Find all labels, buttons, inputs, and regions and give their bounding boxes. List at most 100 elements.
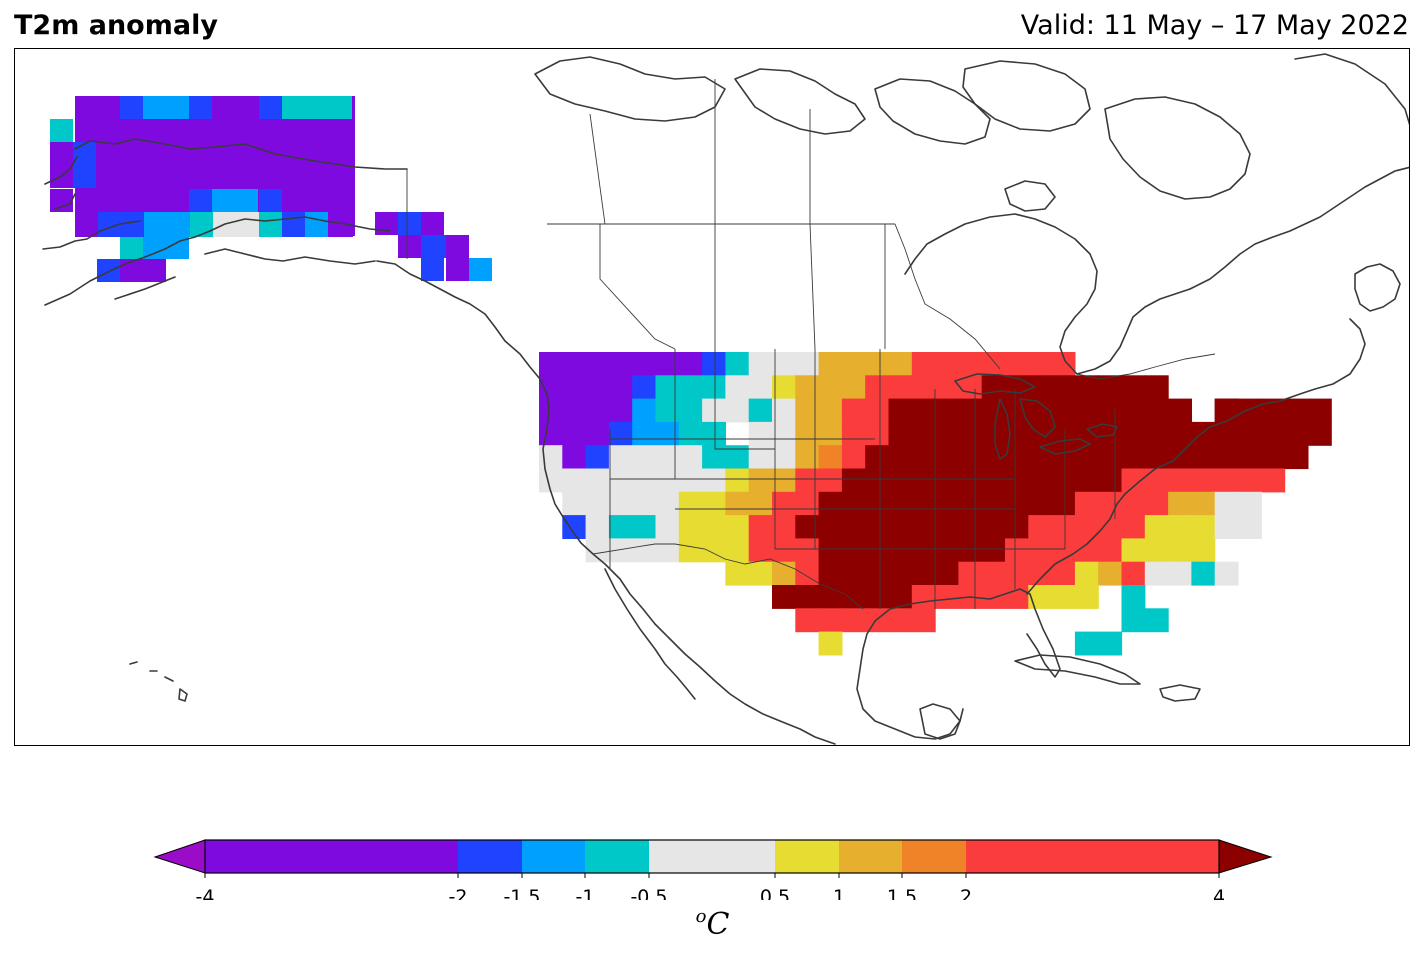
anomaly-cell [1214, 468, 1239, 493]
coastline-alaska-panhandle [376, 260, 548, 395]
anomaly-cell [702, 491, 726, 516]
coastline-southampton [1004, 180, 1056, 212]
anomaly-cell [1121, 608, 1146, 633]
anomaly-cell [725, 398, 750, 423]
anomaly-cell [702, 398, 726, 423]
lake-superior [954, 373, 1036, 395]
anomaly-cell [632, 421, 657, 446]
anomaly-cell [748, 445, 773, 470]
anomaly-cell [841, 515, 866, 539]
anomaly-cell [795, 608, 820, 633]
anomaly-cell [608, 375, 633, 400]
lake-huron [1019, 398, 1056, 438]
anomaly-cell [655, 398, 680, 423]
coastline-hispaniola [1159, 684, 1201, 702]
anomaly-cell [678, 538, 703, 563]
anomaly-cell [562, 515, 587, 539]
anomaly-cell [1191, 491, 1216, 516]
anomaly-cell [1191, 421, 1216, 446]
anomaly-cell [608, 421, 633, 446]
anomaly-cell [981, 561, 1006, 586]
anomaly-cell [259, 96, 282, 119]
colorbar-bin [775, 840, 839, 873]
anomaly-cell [189, 189, 212, 212]
anomaly-cell [678, 445, 703, 470]
anomaly-cell [1144, 398, 1169, 423]
anomaly-cell [888, 398, 913, 423]
anomaly-cell [375, 212, 398, 235]
anomaly-cell [469, 258, 492, 281]
anomaly-cell [678, 421, 703, 446]
anomaly-cell [562, 352, 587, 376]
anomaly-cell [935, 445, 959, 470]
anomaly-cell [1051, 491, 1076, 516]
anomaly-cell [608, 515, 633, 539]
anomaly-cell [865, 421, 890, 446]
anomaly-cell [655, 468, 680, 493]
colorbar-tick-label: 2 [960, 886, 972, 900]
anomaly-cell [818, 608, 843, 633]
coastline-west-us [542, 393, 836, 745]
coastline-hawaii [129, 661, 188, 702]
colorbar-tick-label: -2 [449, 886, 468, 900]
anomaly-cell [421, 235, 446, 258]
anomaly-cell [748, 491, 773, 516]
anomaly-cell [935, 561, 959, 586]
anomaly-cell [1168, 515, 1192, 539]
anomaly-cell [282, 212, 305, 237]
anomaly-cell [1005, 421, 1029, 446]
anomaly-cell [1121, 515, 1146, 539]
anomaly-cell [911, 491, 936, 516]
anomaly-cell [1238, 398, 1262, 423]
colorbar-tick-label: -1 [576, 886, 595, 900]
anomaly-cell [911, 421, 936, 446]
anomaly-cell [795, 491, 820, 516]
anomaly-cell [865, 538, 890, 563]
anomaly-cell [888, 375, 913, 400]
anomaly-cell [655, 352, 680, 376]
anomaly-cell [795, 352, 820, 376]
anomaly-cell [748, 561, 773, 586]
anomaly-cell [446, 235, 469, 258]
anomaly-cell [772, 445, 796, 470]
anomaly-cell [911, 515, 936, 539]
anomaly-cell [795, 561, 820, 586]
anomaly-cell [655, 515, 680, 539]
anomaly-cell [1191, 561, 1216, 586]
anomaly-cell [1168, 561, 1192, 586]
anomaly-cell [911, 585, 936, 609]
political-borders [406, 79, 1216, 610]
coastline-newfoundland [1354, 263, 1401, 312]
map-title: T2m anomaly [14, 10, 218, 41]
anomaly-cell [1005, 352, 1029, 376]
anomaly-cell [1028, 468, 1053, 493]
anomaly-cell [888, 352, 913, 376]
anomaly-cell [1121, 538, 1146, 563]
coastline-greenland-edge [1294, 53, 1409, 126]
anomaly-cell [1144, 375, 1169, 400]
anomaly-cell [632, 491, 657, 516]
colorbar: -4 -2 -1.5 -1 -0.5 0.5 1 1.5 2 4 [153, 839, 1273, 900]
anomaly-cell [1261, 445, 1286, 470]
anomaly-cell [748, 468, 773, 493]
anomaly-cell [655, 421, 680, 446]
anomaly-cell [748, 375, 773, 400]
anomaly-cell [841, 352, 866, 376]
colorbar-bin [839, 840, 902, 873]
anomaly-cell [1098, 468, 1123, 493]
anomaly-cell [888, 585, 913, 609]
anomaly-cell [841, 608, 866, 633]
anomaly-cell [841, 538, 866, 563]
coastline-labrador [1189, 166, 1409, 290]
anomaly-cell [795, 421, 820, 446]
anomaly-cell [539, 398, 563, 423]
anomaly-cell [259, 189, 282, 212]
anomaly-cell [1121, 398, 1146, 423]
anomaly-cell [981, 445, 1006, 470]
anomaly-cell [655, 538, 680, 563]
anomaly-cell [1028, 561, 1053, 586]
anomaly-cell [1098, 375, 1123, 400]
anomaly-cell [748, 538, 773, 563]
anomaly-cell [1168, 468, 1192, 493]
anomaly-cell [935, 421, 959, 446]
